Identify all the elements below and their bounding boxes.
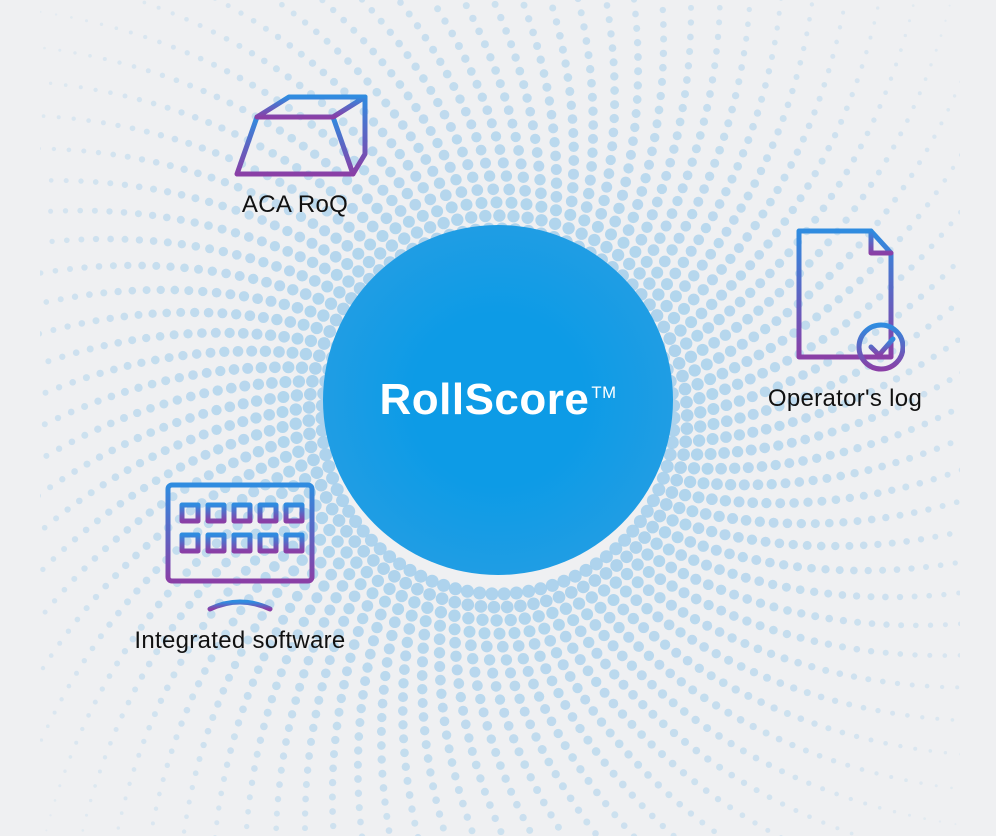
center-badge: RollScoreTM [323,225,673,575]
integrated-software-icon [160,477,320,617]
center-tm: TM [591,383,616,402]
center-label: RollScoreTM [379,375,616,425]
operators-log-icon [785,225,905,375]
center-title: RollScore [379,375,589,424]
infographic-stage: RollScoreTM ACA RoQ [0,0,996,836]
aca-roq-icon [215,77,375,181]
operators-log-label: Operator's log [768,385,922,413]
node-integrated-software: Integrated software [160,477,320,655]
node-operators-log: Operator's log [785,225,905,413]
node-aca-roq: ACA RoQ [215,77,375,219]
integrated-software-label: Integrated software [134,627,345,655]
aca-roq-label: ACA RoQ [242,191,348,219]
